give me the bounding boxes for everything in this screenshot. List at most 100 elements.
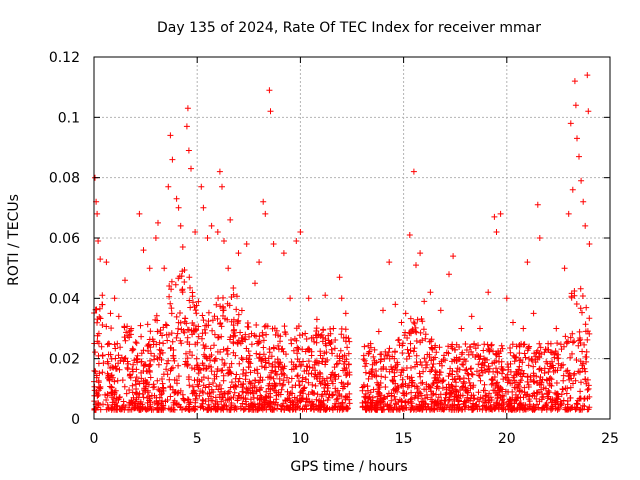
data-point xyxy=(157,350,164,357)
data-point xyxy=(392,348,398,355)
data-point xyxy=(483,406,490,413)
data-point xyxy=(154,317,161,324)
data-point xyxy=(144,368,151,375)
data-point xyxy=(96,305,103,312)
data-point xyxy=(491,374,498,380)
data-point xyxy=(235,317,242,324)
data-point xyxy=(317,333,324,340)
data-point xyxy=(189,293,196,300)
data-point xyxy=(388,397,395,404)
data-point xyxy=(123,329,130,336)
data-point xyxy=(582,222,589,229)
data-point xyxy=(163,322,170,329)
data-point xyxy=(560,372,567,379)
data-point xyxy=(161,265,168,272)
data-point xyxy=(562,333,569,340)
data-point xyxy=(184,339,191,345)
data-point xyxy=(501,393,507,399)
data-point xyxy=(177,403,184,410)
data-point xyxy=(410,168,417,175)
data-point xyxy=(189,331,196,338)
data-point xyxy=(211,331,218,338)
data-point xyxy=(173,195,180,202)
data-point xyxy=(437,307,444,314)
data-point xyxy=(428,388,435,395)
y-tick-label: 0.08 xyxy=(49,171,80,187)
data-point xyxy=(113,403,120,410)
data-point xyxy=(220,401,227,408)
data-point xyxy=(322,358,329,365)
data-point xyxy=(573,301,580,307)
data-point xyxy=(105,351,112,358)
data-point xyxy=(208,397,215,404)
data-point xyxy=(187,399,194,406)
data-point xyxy=(198,377,205,383)
data-point xyxy=(553,380,560,386)
data-point xyxy=(567,120,574,127)
data-point xyxy=(270,375,277,382)
data-point xyxy=(401,390,408,397)
data-point xyxy=(165,183,172,190)
data-point xyxy=(417,405,424,412)
data-point xyxy=(200,389,207,396)
data-point xyxy=(476,372,483,379)
data-point xyxy=(238,355,245,361)
data-point xyxy=(475,389,482,396)
data-point xyxy=(312,367,318,374)
data-point xyxy=(220,372,227,379)
data-point xyxy=(507,349,514,356)
data-point xyxy=(536,340,543,347)
data-point xyxy=(586,315,593,322)
data-point xyxy=(124,323,131,330)
data-point xyxy=(199,312,206,319)
data-point xyxy=(465,375,472,382)
data-point xyxy=(475,361,482,368)
data-point xyxy=(106,377,113,384)
data-point xyxy=(269,406,276,413)
data-point xyxy=(300,395,306,402)
data-point xyxy=(547,396,554,403)
data-point xyxy=(443,349,450,356)
data-point xyxy=(178,273,185,280)
data-point xyxy=(262,322,269,329)
data-point xyxy=(99,322,106,328)
data-point xyxy=(251,401,258,408)
data-point xyxy=(313,396,320,403)
data-point xyxy=(201,345,208,352)
data-point xyxy=(255,379,262,386)
data-point xyxy=(536,365,543,372)
data-point xyxy=(331,373,338,380)
data-point xyxy=(200,365,207,372)
data-point xyxy=(393,405,400,412)
data-point xyxy=(140,394,147,401)
data-point xyxy=(549,358,555,365)
data-point xyxy=(280,381,287,388)
data-point xyxy=(382,348,389,355)
data-point xyxy=(563,390,570,397)
data-point xyxy=(411,406,418,413)
data-point xyxy=(378,356,385,363)
data-point xyxy=(337,405,344,412)
data-point xyxy=(416,389,423,395)
data-point xyxy=(510,374,517,381)
data-point xyxy=(410,319,417,326)
data-point xyxy=(202,330,209,336)
data-point xyxy=(362,363,369,370)
data-point xyxy=(253,322,260,328)
data-point xyxy=(208,222,215,229)
data-point xyxy=(343,356,350,363)
data-point xyxy=(140,347,147,354)
data-point xyxy=(385,390,392,397)
data-point xyxy=(456,344,463,350)
data-point xyxy=(330,391,336,398)
y-tick-labels: 0 0.02 0.04 0.06 0.08 0.1 0.12 xyxy=(49,50,80,428)
data-point xyxy=(370,353,377,360)
data-point xyxy=(303,403,309,410)
data-point xyxy=(542,402,549,409)
data-point xyxy=(416,401,423,408)
data-point xyxy=(276,375,283,382)
data-point xyxy=(221,362,228,368)
data-point xyxy=(408,389,415,396)
data-point xyxy=(342,310,349,317)
data-point xyxy=(235,250,242,257)
